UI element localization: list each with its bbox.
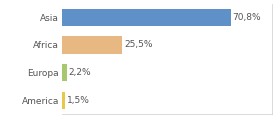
Bar	[62, 64, 67, 81]
Text: 70,8%: 70,8%	[232, 13, 261, 22]
Bar	[62, 9, 230, 26]
Text: 25,5%: 25,5%	[124, 40, 153, 49]
Bar	[62, 92, 65, 109]
Bar	[62, 36, 122, 54]
Text: 1,5%: 1,5%	[67, 96, 90, 105]
Text: 2,2%: 2,2%	[69, 68, 91, 77]
